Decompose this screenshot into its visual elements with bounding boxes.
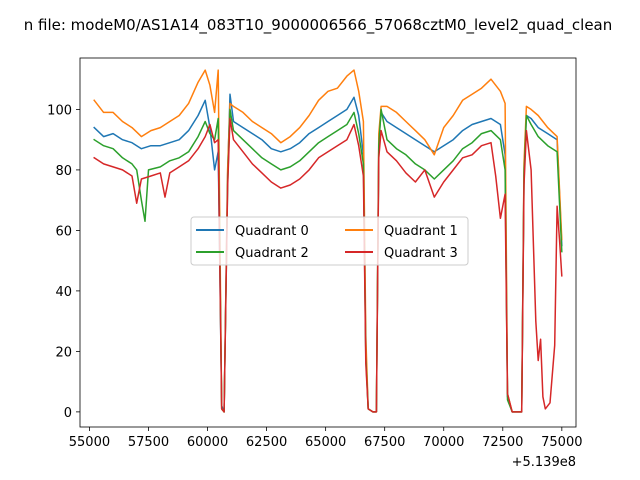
x-tick-label: 70000 [423, 435, 464, 450]
x-tick-label: 65000 [305, 435, 346, 450]
legend-frame [190, 216, 469, 266]
x-tick-label: 62500 [246, 435, 287, 450]
x-tick-label: 67500 [364, 435, 405, 450]
x-tick-label: 55000 [69, 435, 110, 450]
series-line-quadrant-2 [93, 108, 563, 413]
x-tick-label: 72500 [482, 435, 523, 450]
y-tick-label: 40 [55, 285, 72, 300]
x-axis-offset-label: +5.139e8 [512, 455, 576, 470]
y-tick-label: 0 [64, 406, 72, 421]
x-axis-ticks: 55000 57500 60000 62500 65000 67500 70000 72500… [69, 427, 583, 450]
y-tick-label: 80 [55, 164, 72, 179]
series-line-quadrant-0 [93, 93, 563, 413]
y-tick-label: 20 [55, 345, 72, 360]
legend-label-quadrant-1: Quadrant 1 [384, 224, 458, 239]
legend-label-quadrant-3: Quadrant 3 [384, 246, 458, 261]
series-layer [93, 69, 563, 413]
series-line-quadrant-1 [93, 69, 563, 413]
axes-border [79, 57, 577, 428]
y-tick-label: 100 [47, 103, 72, 118]
legend-label-quadrant-2: Quadrant 2 [235, 246, 309, 261]
x-tick-label: 60000 [187, 435, 228, 450]
legend-label-quadrant-0: Quadrant 0 [235, 224, 309, 239]
series-line-quadrant-3 [93, 117, 563, 413]
y-tick-label: 60 [55, 224, 72, 239]
y-axis-ticks: 0 20 40 60 80 100 [47, 103, 80, 421]
x-tick-label: 75000 [541, 435, 582, 450]
chart-title: n file: modeM0/AS1A14_083T10_9000006566_… [24, 16, 613, 35]
legend: Quadrant 0 Quadrant 1 Quadrant 2 Quadrant 3 [190, 216, 469, 266]
x-tick-label: 57500 [128, 435, 169, 450]
